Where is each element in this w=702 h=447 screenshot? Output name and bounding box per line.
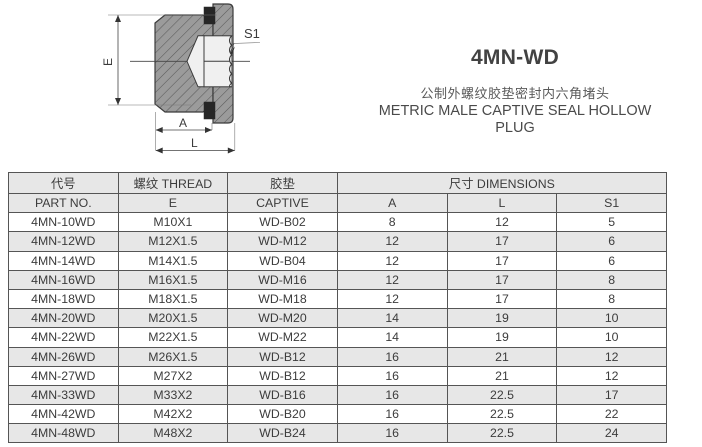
svg-text:E: E — [101, 58, 115, 66]
svg-text:L: L — [191, 136, 198, 150]
svg-text:S1: S1 — [244, 26, 260, 41]
svg-text:A: A — [179, 116, 187, 130]
